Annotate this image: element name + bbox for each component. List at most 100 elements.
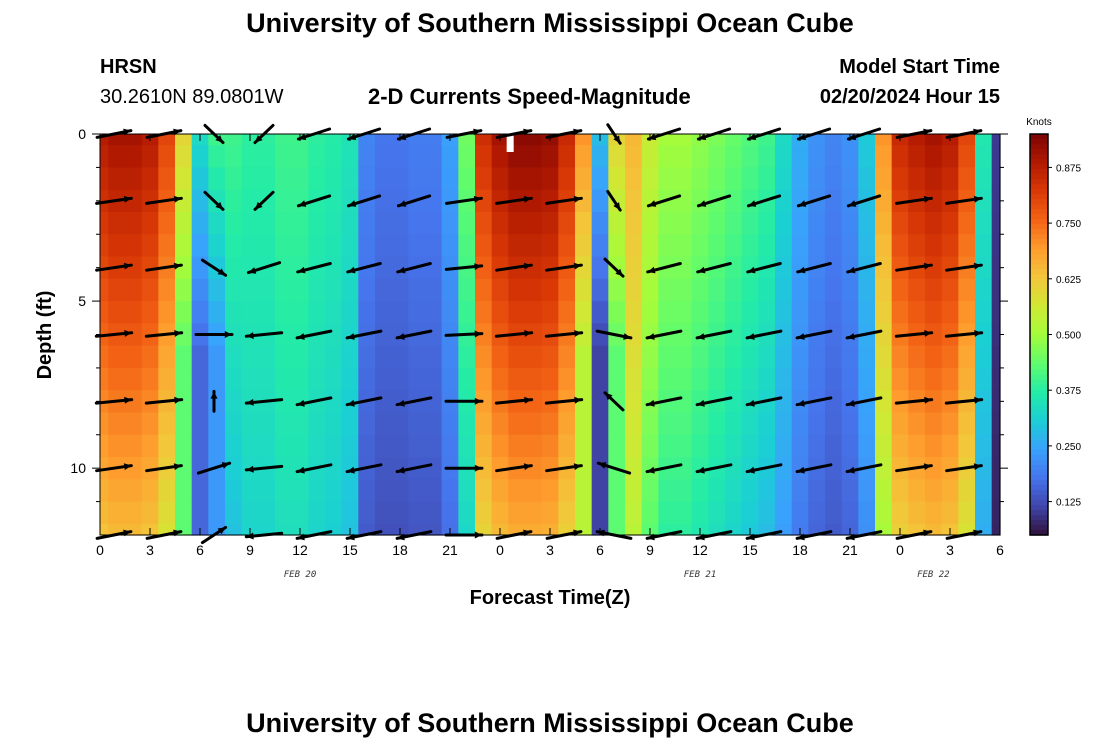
heatmap-cell [375,434,393,458]
heatmap-cell [841,256,859,280]
heatmap-cell [575,390,593,414]
heatmap-cell [675,189,693,213]
heatmap-cell [658,501,676,525]
current-vector-head [397,333,405,340]
current-vector-head [747,466,755,474]
heatmap-cell [925,234,943,258]
heatmap-cell [441,301,459,324]
heatmap-cell [908,367,926,391]
heatmap-cell [991,134,1001,146]
heatmap-cell [525,145,543,169]
heatmap-cell [425,434,443,458]
heatmap-cell [841,301,859,324]
colorbar-segment [1030,529,1048,536]
heatmap-cell [675,167,693,191]
heatmap-cell [508,367,526,391]
heatmap-cell [508,412,526,436]
heatmap-cell [891,256,909,280]
colorbar-segment [1030,204,1048,210]
heatmap-cell [341,412,359,436]
current-vector-head [647,266,656,274]
current-vector-head [647,466,655,474]
heatmap-cell [891,167,909,191]
heatmap-cell [375,323,393,347]
colorbar-segment [1030,449,1048,456]
heatmap-cell [758,501,776,525]
heatmap-cell [258,479,276,503]
heatmap-cell [541,234,559,258]
heatmap-cell [891,479,909,503]
heatmap-cell [158,211,176,235]
heatmap-cell [525,211,543,235]
heatmap-cell [358,345,376,369]
heatmap-cell [791,479,809,503]
heatmap-cell [775,434,793,458]
heatmap-cell [100,145,109,169]
colorbar-segment [1030,339,1048,346]
current-vector-head [613,135,621,144]
heatmap-cell [308,145,326,169]
heatmap-cell [775,412,793,436]
heatmap-cell [391,234,409,258]
colorbar-segment [1030,169,1048,175]
heatmap-cell [125,167,143,191]
heatmap-cell [825,211,843,235]
heatmap-cell [941,479,959,503]
heatmap-cell [591,345,609,369]
current-vector-head [747,333,755,340]
heatmap-cell [591,479,609,503]
heatmap-cell [625,345,643,369]
heatmap-cell [925,390,943,414]
heatmap-cell [408,345,426,369]
heatmap-cell [608,189,626,213]
heatmap-cell [658,479,676,503]
heatmap-cell [741,367,759,391]
heatmap-cell [208,501,226,525]
heatmap-cell [175,367,193,391]
heatmap-cell [575,256,593,280]
heatmap-cell [841,501,859,525]
colorbar-segment [1030,134,1048,140]
current-vector-head [246,465,254,473]
heatmap-cell [158,145,176,169]
x-tick-label: 0 [496,542,504,558]
heatmap-cell [725,323,743,347]
heatmap-cell [291,167,309,191]
heatmap-cell [391,211,409,235]
heatmap-cell [791,390,809,414]
heatmap-cell [291,256,309,280]
colorbar-segment [1030,454,1048,461]
current-vector-head [573,195,582,203]
current-vector-head [217,527,226,535]
heatmap-cell [891,301,909,324]
heatmap-cell [491,167,509,191]
y-tick-label: 10 [70,460,86,476]
heatmap-cell [408,434,426,458]
current-vector-head [697,399,705,407]
current-vector-head [524,396,532,404]
heatmap-cell [991,167,1001,191]
heatmap-cell [858,523,876,536]
heatmap-cell [658,523,676,536]
heatmap-cell [158,301,176,324]
heatmap-cell [925,211,943,235]
heatmap-cell [558,434,576,458]
heatmap-cell [425,134,443,146]
heatmap-cell [875,479,893,503]
heatmap-cell [341,256,359,280]
heatmap-cell [541,167,559,191]
heatmap-cell [758,367,776,391]
heatmap-cell [541,145,559,169]
heatmap-cell [508,234,526,258]
heatmap-cell [875,457,893,480]
heatmap-cell [325,189,343,213]
heatmap-cell [291,323,309,347]
heatmap-cell [358,523,376,536]
heatmap-cell [325,234,343,258]
heatmap-cell [691,479,709,503]
heatmap-cell [858,234,876,258]
heatmap-cell [908,301,926,324]
heatmap-cell [225,345,243,369]
heatmap-cell [425,167,443,191]
heatmap-cell [575,301,593,324]
